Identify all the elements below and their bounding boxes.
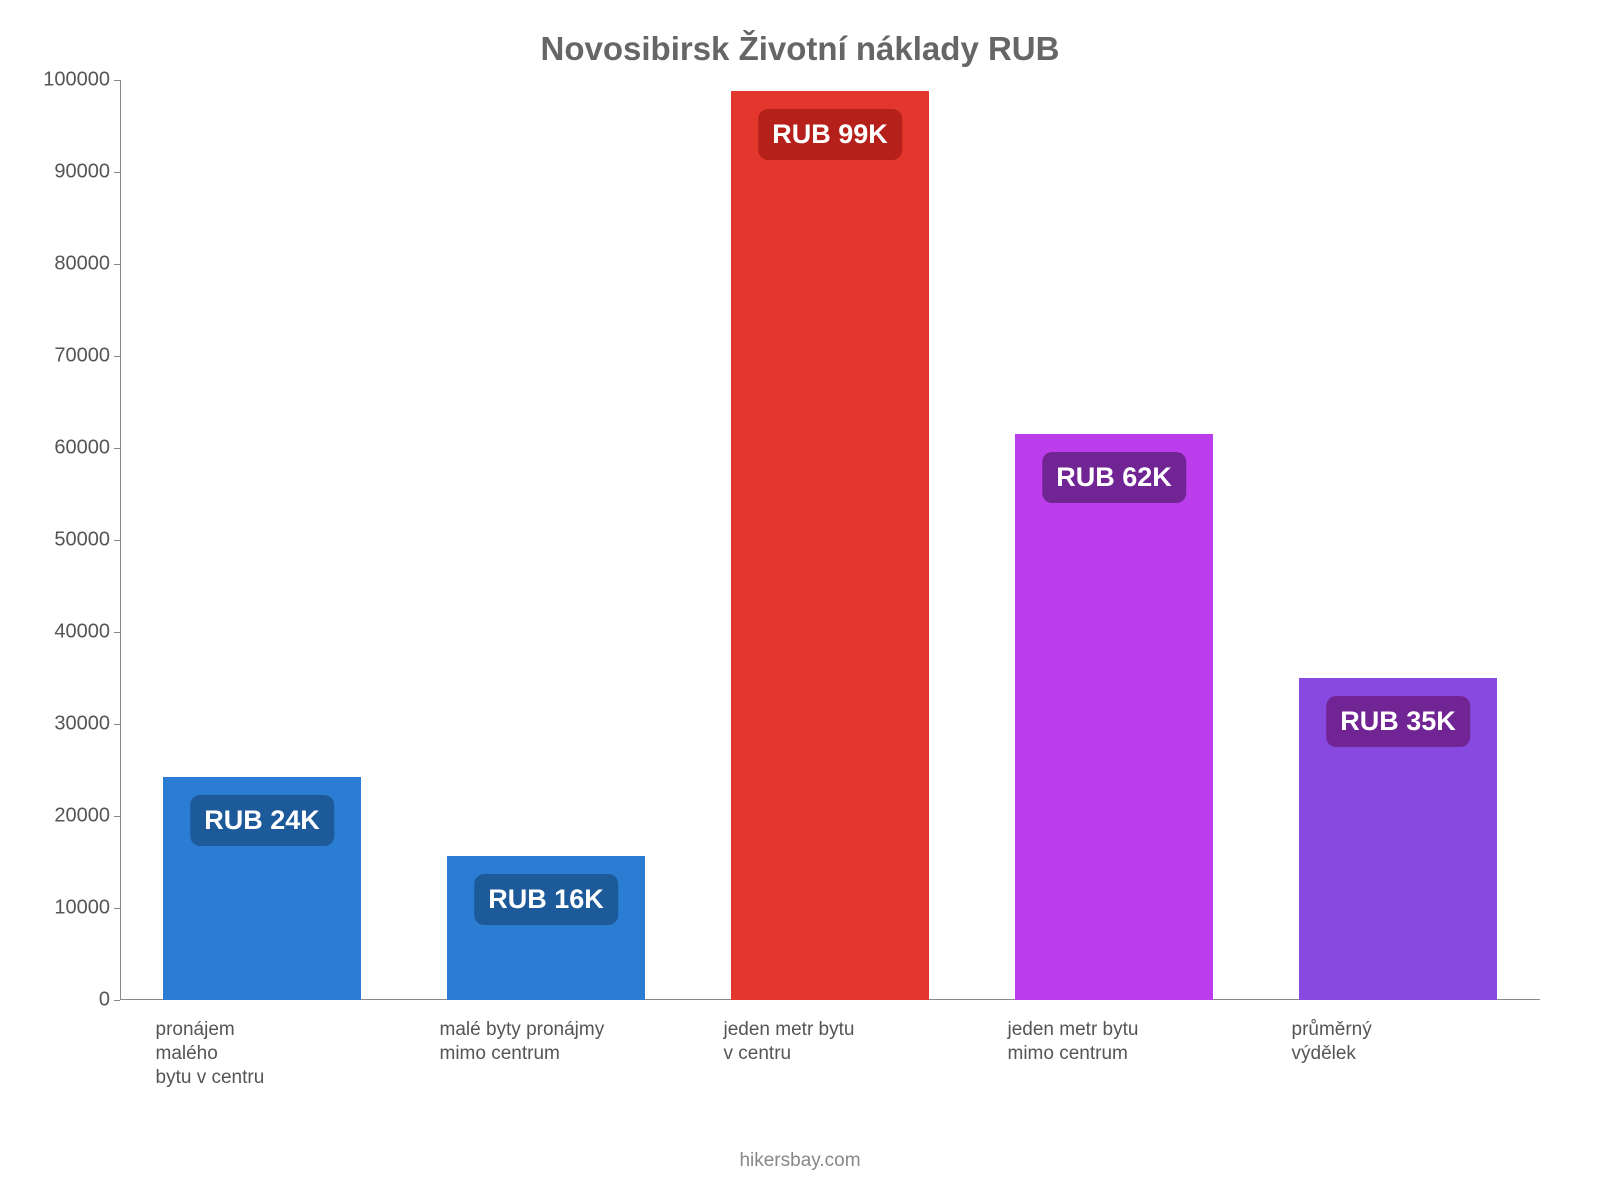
- value-badge: RUB 16K: [474, 874, 618, 925]
- y-axis-line: [120, 80, 121, 1000]
- value-badge: RUB 62K: [1042, 452, 1186, 503]
- y-tick-mark: [114, 80, 120, 81]
- y-tick-mark: [114, 264, 120, 265]
- y-tick-label: 40000: [40, 621, 110, 644]
- y-tick-label: 70000: [40, 345, 110, 368]
- chart-title: Novosibirsk Životní náklady RUB: [0, 30, 1600, 68]
- y-tick-mark: [114, 908, 120, 909]
- chart-footer: hikersbay.com: [0, 1150, 1600, 1172]
- y-tick-mark: [114, 1000, 120, 1001]
- y-tick-label: 30000: [40, 713, 110, 736]
- y-tick-mark: [114, 540, 120, 541]
- value-badge: RUB 24K: [190, 795, 334, 846]
- bar: [1015, 434, 1214, 1000]
- y-tick-label: 90000: [40, 161, 110, 184]
- y-tick-label: 50000: [40, 529, 110, 552]
- y-tick-label: 80000: [40, 253, 110, 276]
- y-tick-label: 10000: [40, 897, 110, 920]
- y-tick-mark: [114, 356, 120, 357]
- y-tick-mark: [114, 724, 120, 725]
- y-tick-mark: [114, 816, 120, 817]
- value-badge: RUB 99K: [758, 109, 902, 160]
- x-axis-label: jeden metr bytu mimo centrum: [1008, 1018, 1139, 1066]
- x-axis-label: průměrný výdělek: [1292, 1018, 1372, 1066]
- y-tick-label: 20000: [40, 805, 110, 828]
- bar: [731, 91, 930, 1000]
- y-tick-mark: [114, 448, 120, 449]
- value-badge: RUB 35K: [1326, 696, 1470, 747]
- chart-container: Novosibirsk Životní náklady RUB 01000020…: [0, 0, 1600, 1200]
- y-tick-mark: [114, 632, 120, 633]
- x-axis-label: malé byty pronájmy mimo centrum: [440, 1018, 605, 1066]
- x-axis-label: jeden metr bytu v centru: [724, 1018, 855, 1066]
- y-tick-mark: [114, 172, 120, 173]
- x-axis-label: pronájem malého bytu v centru: [156, 1018, 265, 1089]
- y-tick-label: 0: [40, 989, 110, 1012]
- y-tick-label: 100000: [40, 69, 110, 92]
- plot-area: 0100002000030000400005000060000700008000…: [120, 80, 1540, 1000]
- y-tick-label: 60000: [40, 437, 110, 460]
